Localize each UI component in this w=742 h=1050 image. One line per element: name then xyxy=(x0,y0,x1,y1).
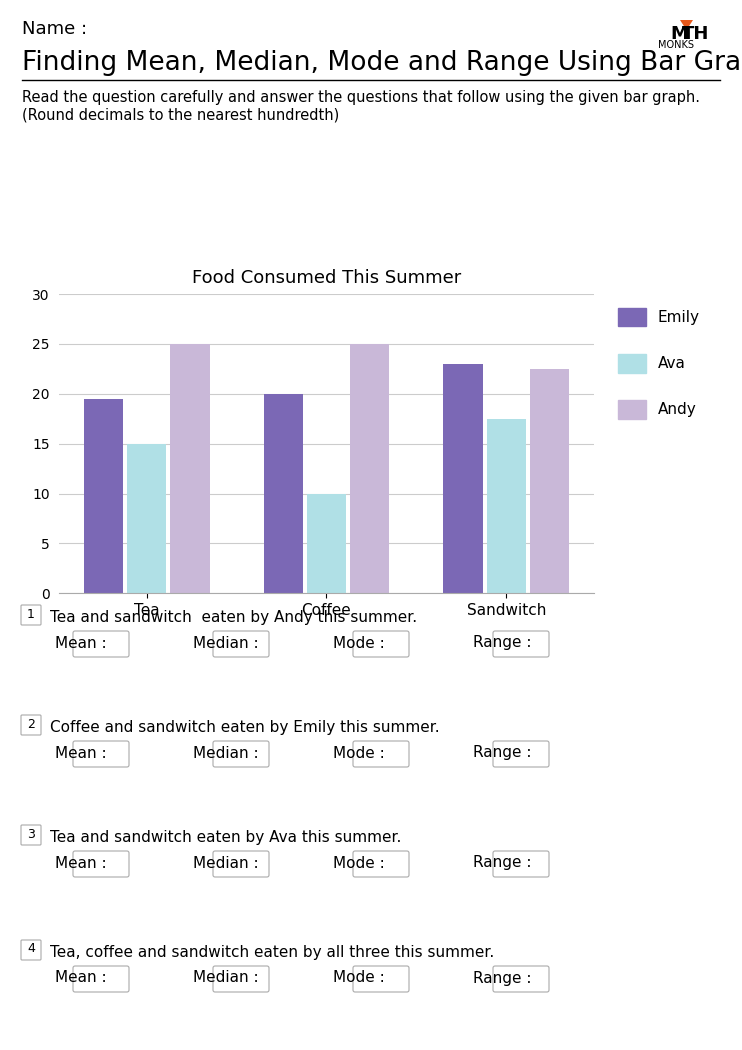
Text: Median :: Median : xyxy=(193,635,259,651)
Text: MONKS: MONKS xyxy=(658,40,694,50)
FancyBboxPatch shape xyxy=(213,631,269,657)
FancyBboxPatch shape xyxy=(73,741,129,766)
Text: Read the question carefully and answer the questions that follow using the given: Read the question carefully and answer t… xyxy=(22,90,700,105)
FancyBboxPatch shape xyxy=(353,631,409,657)
Text: Range :: Range : xyxy=(473,970,531,986)
Bar xyxy=(263,394,303,593)
Text: Mean :: Mean : xyxy=(55,856,107,870)
Text: Range :: Range : xyxy=(473,635,531,651)
Text: TH: TH xyxy=(682,25,709,43)
Legend: Emily, Ava, Andy: Emily, Ava, Andy xyxy=(612,301,706,425)
Text: Mean :: Mean : xyxy=(55,746,107,760)
Title: Food Consumed This Summer: Food Consumed This Summer xyxy=(192,269,461,287)
FancyBboxPatch shape xyxy=(73,966,129,992)
Text: Mean :: Mean : xyxy=(55,635,107,651)
Text: Range :: Range : xyxy=(473,746,531,760)
FancyBboxPatch shape xyxy=(493,741,549,766)
FancyBboxPatch shape xyxy=(21,715,41,735)
FancyBboxPatch shape xyxy=(73,850,129,877)
FancyBboxPatch shape xyxy=(353,966,409,992)
Bar xyxy=(487,419,526,593)
Text: 4: 4 xyxy=(27,943,35,956)
FancyBboxPatch shape xyxy=(493,850,549,877)
Text: (Round decimals to the nearest hundredth): (Round decimals to the nearest hundredth… xyxy=(22,108,339,123)
FancyBboxPatch shape xyxy=(21,940,41,960)
Text: Mean :: Mean : xyxy=(55,970,107,986)
Text: Median :: Median : xyxy=(193,856,259,870)
FancyBboxPatch shape xyxy=(353,741,409,766)
Bar xyxy=(530,369,569,593)
FancyBboxPatch shape xyxy=(353,850,409,877)
Text: Tea and sandwitch  eaten by Andy this summer.: Tea and sandwitch eaten by Andy this sum… xyxy=(50,610,417,625)
FancyBboxPatch shape xyxy=(73,631,129,657)
Text: Tea and sandwitch eaten by Ava this summer.: Tea and sandwitch eaten by Ava this summ… xyxy=(50,830,401,845)
Text: Tea, coffee and sandwitch eaten by all three this summer.: Tea, coffee and sandwitch eaten by all t… xyxy=(50,945,494,960)
Text: Range :: Range : xyxy=(473,856,531,870)
Text: Mode :: Mode : xyxy=(333,856,385,870)
Text: Median :: Median : xyxy=(193,970,259,986)
Text: Mode :: Mode : xyxy=(333,746,385,760)
Bar xyxy=(350,344,390,593)
Text: Coffee and sandwitch eaten by Emily this summer.: Coffee and sandwitch eaten by Emily this… xyxy=(50,720,439,735)
Text: Finding Mean, Median, Mode and Range Using Bar Graph: Finding Mean, Median, Mode and Range Usi… xyxy=(22,50,742,76)
Text: Mode :: Mode : xyxy=(333,635,385,651)
Bar xyxy=(306,494,347,593)
FancyBboxPatch shape xyxy=(213,966,269,992)
Bar xyxy=(170,344,209,593)
Bar xyxy=(84,399,123,593)
FancyBboxPatch shape xyxy=(493,966,549,992)
FancyBboxPatch shape xyxy=(21,825,41,845)
FancyBboxPatch shape xyxy=(493,631,549,657)
Text: 2: 2 xyxy=(27,717,35,731)
FancyBboxPatch shape xyxy=(21,605,41,625)
Text: Mode :: Mode : xyxy=(333,970,385,986)
Text: Name :: Name : xyxy=(22,20,87,38)
FancyBboxPatch shape xyxy=(213,850,269,877)
Text: 3: 3 xyxy=(27,827,35,840)
Text: 1: 1 xyxy=(27,608,35,621)
Bar xyxy=(127,443,166,593)
Polygon shape xyxy=(680,20,693,30)
Bar xyxy=(444,364,483,593)
Text: M: M xyxy=(670,25,688,43)
Text: Median :: Median : xyxy=(193,746,259,760)
FancyBboxPatch shape xyxy=(213,741,269,766)
